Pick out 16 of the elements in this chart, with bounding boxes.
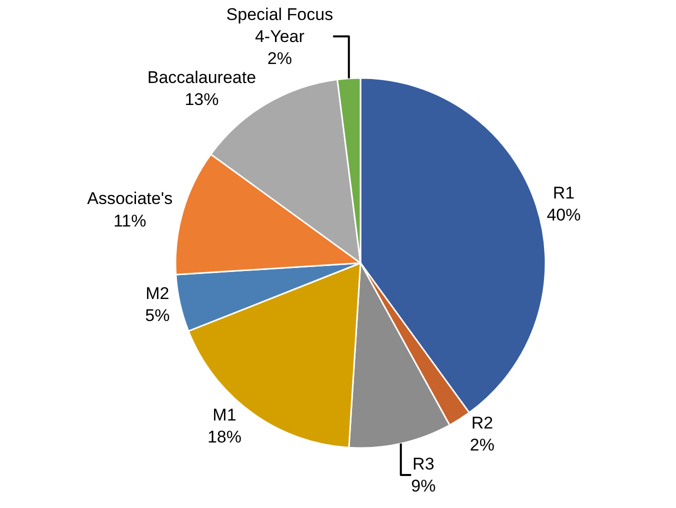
slice-label: R3 [412, 454, 434, 474]
slice-label: M2 [146, 284, 170, 303]
slice-label: R2 [471, 413, 494, 432]
data-label: 18% [207, 428, 242, 447]
data-label: 9% [411, 476, 436, 496]
slice-label: R1 [552, 183, 575, 202]
slice-label: Special Focus 4-Year [226, 4, 334, 46]
data-label: 2% [470, 435, 494, 454]
slice-label: Associate's [87, 189, 173, 208]
data-label: 40% [546, 205, 581, 224]
slice-label: M1 [212, 406, 236, 425]
data-label: 2% [267, 48, 292, 68]
slice-label: Baccalaureate [147, 68, 256, 87]
data-label: 5% [145, 306, 170, 325]
data-label: 13% [184, 90, 219, 110]
data-label: 11% [113, 211, 146, 230]
